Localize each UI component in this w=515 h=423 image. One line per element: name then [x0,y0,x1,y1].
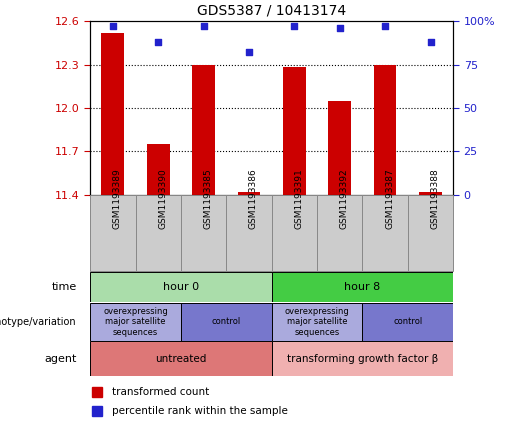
Point [336,25,344,31]
Text: percentile rank within the sample: percentile rank within the sample [112,406,288,416]
Point [109,23,117,30]
Text: untreated: untreated [155,354,207,364]
Text: genotype/variation: genotype/variation [0,317,77,327]
Bar [272,341,453,376]
Text: control: control [393,317,422,327]
Text: GSM1193385: GSM1193385 [203,168,213,229]
Text: transformed count: transformed count [112,387,209,397]
Text: hour 0: hour 0 [163,282,199,292]
Bar [226,195,272,271]
Title: GDS5387 / 10413174: GDS5387 / 10413174 [197,3,346,17]
Text: GSM1193391: GSM1193391 [295,168,303,229]
Bar [374,64,397,195]
Bar [147,144,169,195]
Text: overexpressing
major satellite
sequences: overexpressing major satellite sequences [103,307,168,337]
Bar [90,341,272,376]
Text: overexpressing
major satellite
sequences: overexpressing major satellite sequences [285,307,349,337]
Text: GSM1193392: GSM1193392 [340,168,349,229]
Bar [237,192,260,195]
Text: GSM1193388: GSM1193388 [431,168,439,229]
Bar [181,303,272,341]
Point [245,49,253,56]
Point [290,23,299,30]
Bar [181,195,226,271]
Bar [192,64,215,195]
Bar [283,67,306,195]
Text: transforming growth factor β: transforming growth factor β [287,354,438,364]
Text: GSM1193390: GSM1193390 [158,168,167,229]
Bar [90,303,181,341]
Bar [135,195,181,271]
Bar [363,303,453,341]
Bar [329,101,351,195]
Text: agent: agent [44,354,77,364]
Point [199,23,208,30]
Text: GSM1193387: GSM1193387 [385,168,394,229]
Bar [90,195,135,271]
Text: GSM1193386: GSM1193386 [249,168,258,229]
Bar [101,33,124,195]
Point [381,23,389,30]
Text: GSM1193389: GSM1193389 [113,168,122,229]
Bar [317,195,363,271]
Bar [272,303,363,341]
Text: time: time [52,282,77,292]
Bar [419,192,442,195]
Bar [272,272,453,302]
Bar [363,195,408,271]
Bar [408,195,453,271]
Point [154,38,162,45]
Text: hour 8: hour 8 [345,282,381,292]
Bar [90,272,272,302]
Text: control: control [212,317,241,327]
Point [426,38,435,45]
Bar [272,195,317,271]
